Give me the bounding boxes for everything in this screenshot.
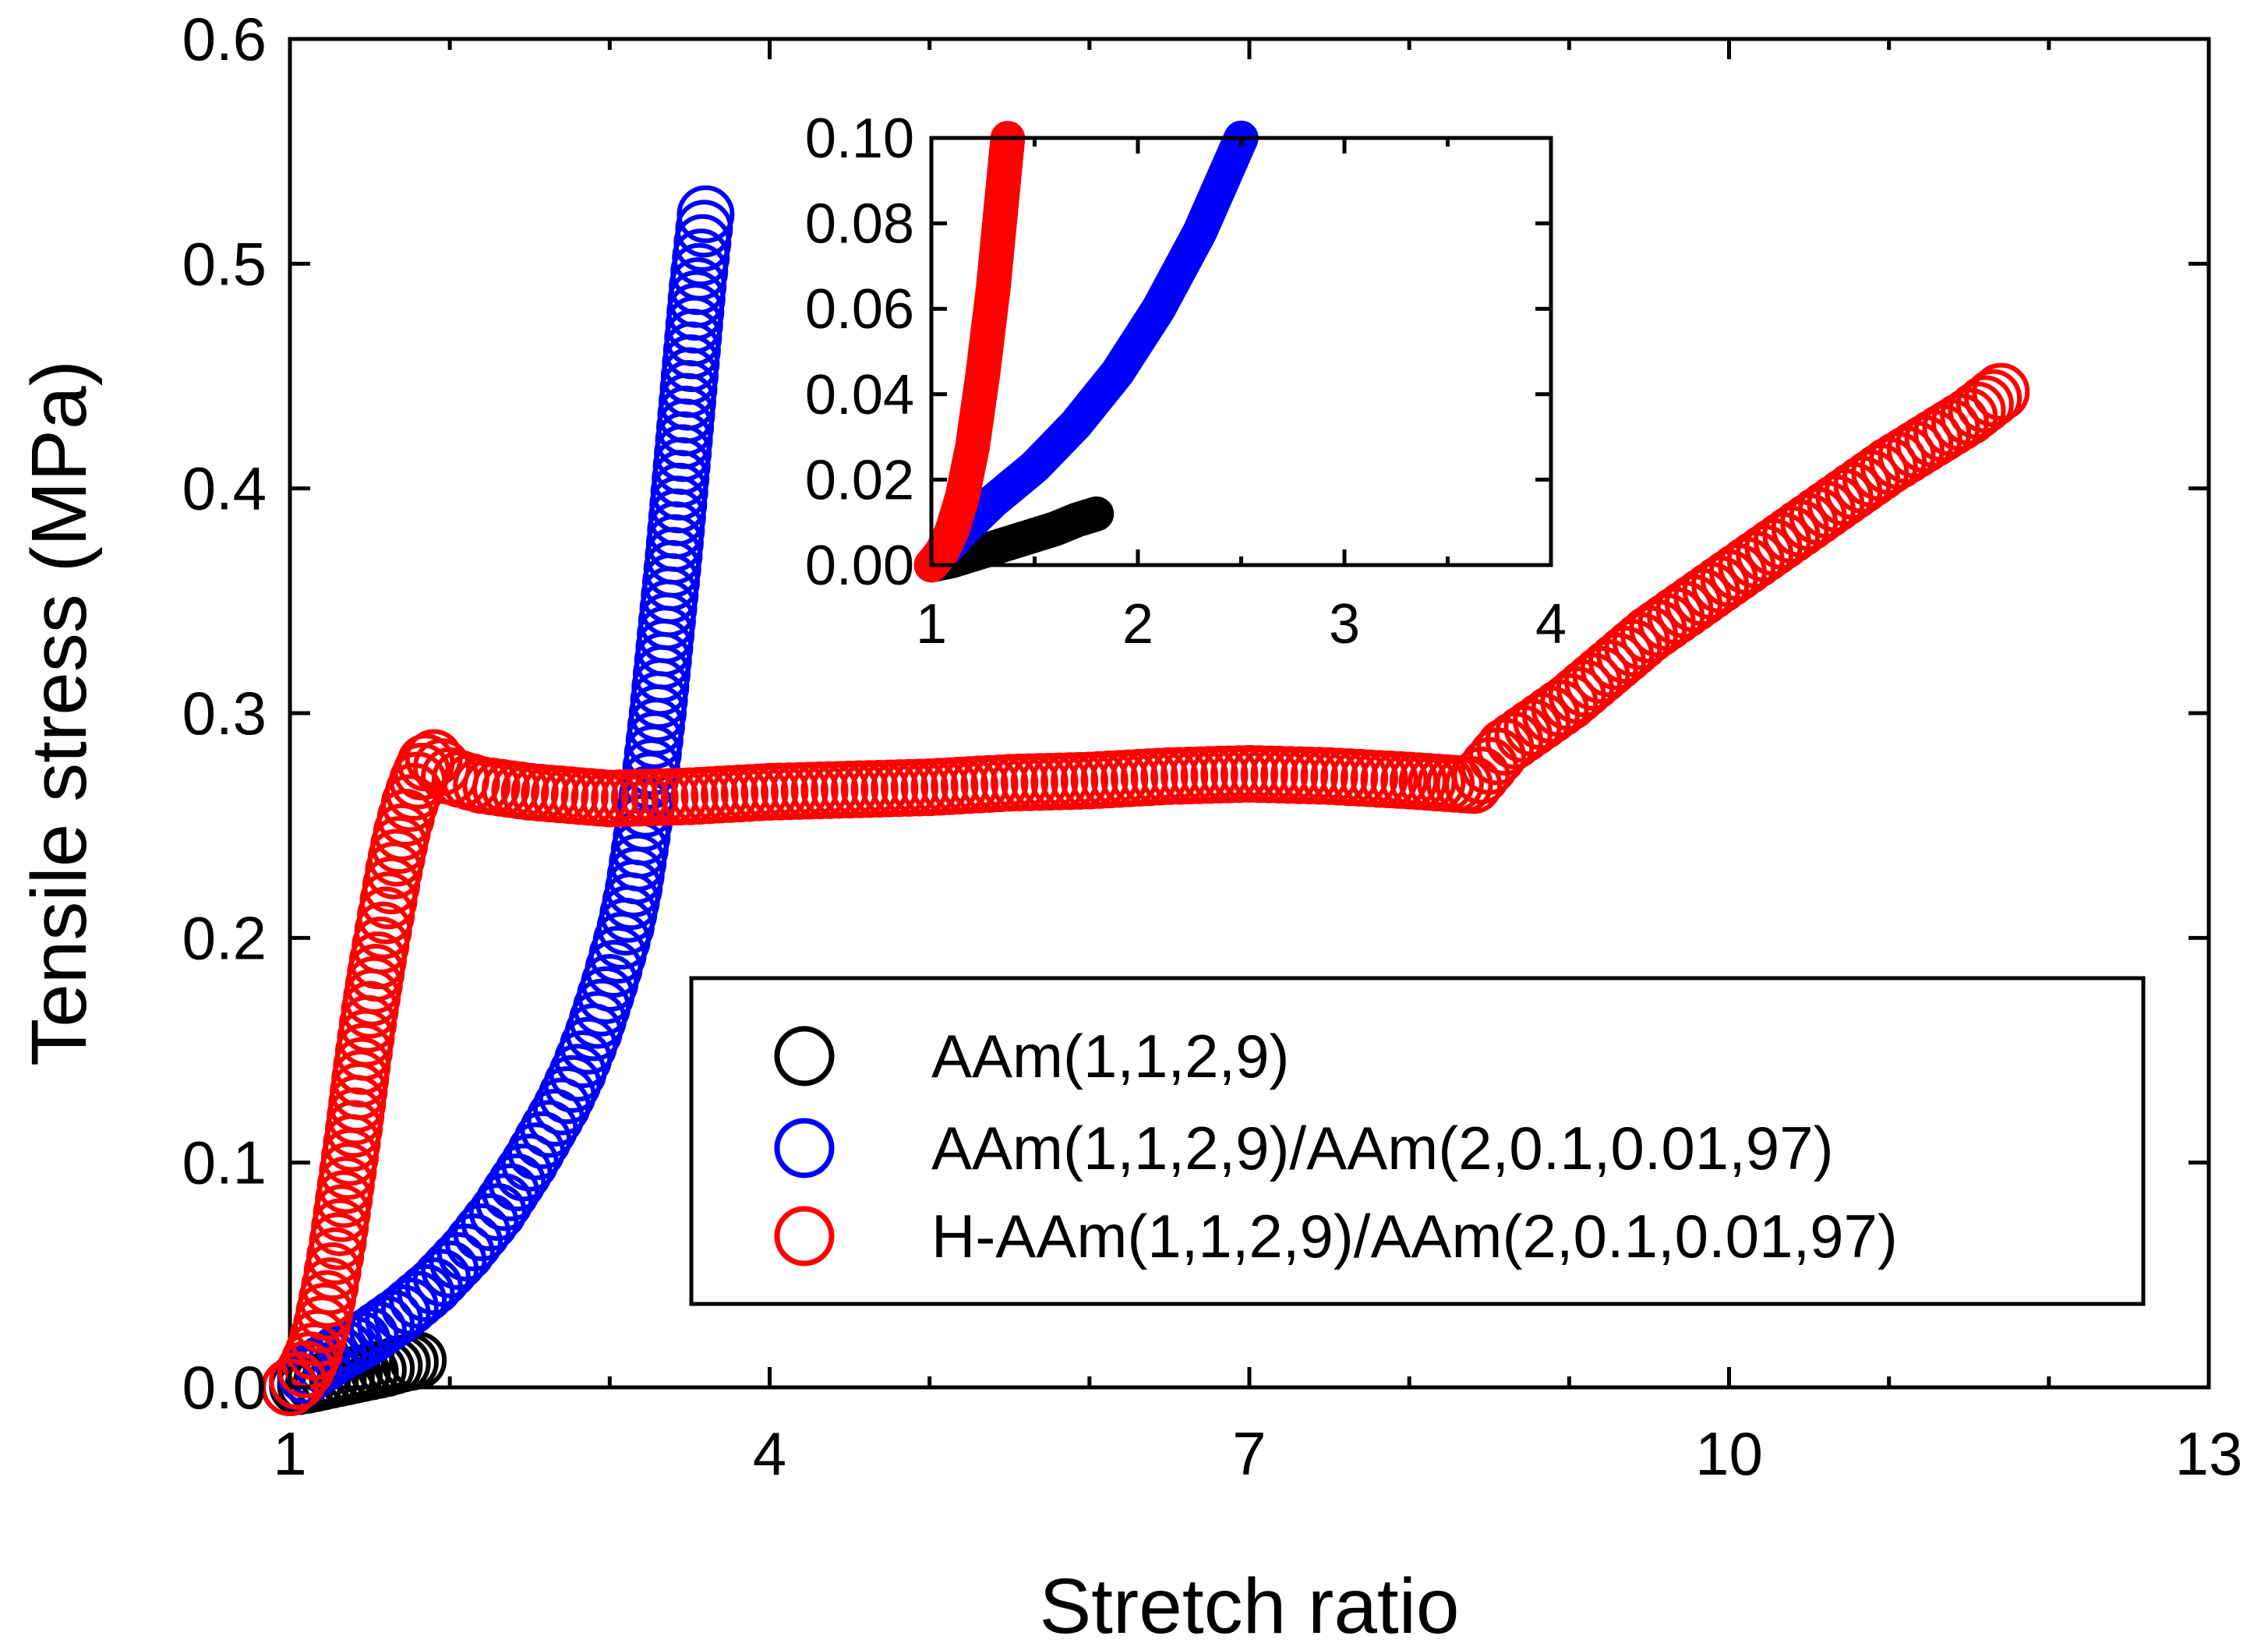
x-tick-label: 7 — [1232, 1419, 1266, 1488]
data-point — [461, 1193, 519, 1252]
inset-background — [931, 138, 1551, 565]
inset-y-tick-label: 0.08 — [805, 193, 914, 256]
main-plot: 1 4 7 10 130.00.10.20.30.40.50.6 Stretch rat… — [16, 5, 2242, 1650]
data-point — [482, 1163, 540, 1221]
inset-x-tick-label: 3 — [1329, 593, 1360, 655]
data-point — [1955, 375, 2014, 433]
inset-x-tick-label: 2 — [1122, 593, 1153, 655]
legend-label-aam-aam: AAm(1,1,2,9)/AAm(2,0.1,0.01,97) — [931, 1114, 1834, 1182]
data-point — [677, 185, 735, 243]
y-tick-label: 0.1 — [182, 1129, 267, 1197]
data-point — [543, 1055, 602, 1113]
y-tick-label: 0.4 — [182, 454, 267, 523]
y-tick-label: 0.0 — [182, 1353, 267, 1422]
inset-ticks: 1 2 3 4 0.00 0.02 0.04 0.06 0.08 0.10 — [805, 108, 1567, 655]
series-h-aam-1-1-2-9-aam-2-0-1-0-01-97 — [261, 362, 2030, 1416]
inset-y-tick-label: 0.06 — [805, 278, 914, 341]
legend-marker-aam — [774, 1026, 835, 1086]
x-tick-label: 13 — [2175, 1419, 2243, 1488]
main-markers — [261, 185, 2030, 1416]
x-tick-label: 10 — [1695, 1419, 1763, 1488]
x-tick-label: 1 — [273, 1419, 306, 1488]
data-point — [488, 1154, 546, 1212]
inset-y-tick-label: 0.10 — [805, 108, 914, 170]
inset-y-tick-label: 0.00 — [805, 535, 914, 597]
y-axis-title: Tensile stress (MPa) — [16, 360, 103, 1066]
inset-x-tick-label: 4 — [1535, 593, 1567, 655]
inset-x-tick-label: 1 — [916, 593, 947, 655]
legend: AAm(1,1,2,9) AAm(1,1,2,9)/AAm(2,0.1,0.01… — [689, 976, 2146, 1306]
inset-markers — [913, 120, 1259, 583]
inset-series-aam-1-1-2-9-aam-2-0-1-0-01-97 — [913, 120, 1259, 583]
y-tick-label: 0.6 — [182, 5, 267, 73]
legend-label-h-aam-aam: H-AAm(1,1,2,9)/AAm(2,0.1,0.01,97) — [931, 1202, 1898, 1270]
inset-data-point — [1079, 496, 1115, 532]
data-point — [412, 738, 471, 797]
data-point — [1972, 362, 2030, 421]
legend-box — [689, 976, 2146, 1306]
data-point — [453, 1203, 511, 1262]
legend-marker-h-aam-aam — [774, 1206, 835, 1267]
inset-y-tick-label: 0.04 — [805, 364, 914, 426]
x-axis-title: Stretch ratio — [1039, 1563, 1459, 1650]
data-point — [1964, 369, 2022, 427]
y-tick-label: 0.3 — [182, 679, 267, 747]
inset-series-h-aam-1-1-2-9-aam-2-0-1-0-01-97 — [913, 121, 1026, 583]
main-ticks: 1 4 7 10 130.00.10.20.30.40.50.6 — [182, 5, 2243, 1488]
y-tick-label: 0.2 — [182, 903, 267, 972]
data-point — [397, 1263, 455, 1322]
inset-y-tick-label: 0.02 — [805, 449, 914, 511]
inset-plot: 1 2 3 4 0.00 0.02 0.04 0.06 0.08 0.10 — [805, 108, 1567, 655]
legend-marker-aam-aam — [774, 1118, 835, 1178]
legend-label-aam: AAm(1,1,2,9) — [931, 1022, 1290, 1090]
x-tick-label: 4 — [753, 1419, 786, 1488]
y-tick-label: 0.5 — [182, 229, 267, 298]
